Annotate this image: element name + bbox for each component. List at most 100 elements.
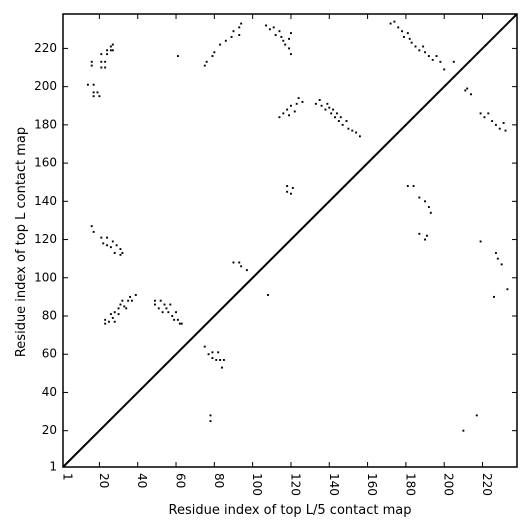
contact-point [111, 240, 114, 243]
y-tick-label: 1 [49, 460, 57, 474]
contact-point [108, 320, 110, 323]
contact-point [230, 35, 233, 38]
y-axis-title: Residue index of top L contact map [14, 127, 29, 357]
contact-point [90, 60, 93, 63]
contact-point [464, 89, 467, 92]
contact-point [330, 112, 333, 115]
contact-point [209, 414, 212, 417]
plot-frame [62, 13, 518, 468]
x-tick-label: 80 [212, 473, 226, 488]
contact-point [117, 307, 120, 310]
y-tick-label: 40 [42, 385, 57, 399]
contact-point [288, 47, 290, 50]
contact-point [113, 311, 116, 314]
contact-point [286, 185, 289, 187]
contact-point [238, 26, 241, 29]
y-tick-label: 60 [42, 347, 57, 361]
contact-point [127, 299, 130, 302]
contact-point [301, 100, 304, 103]
contact-point [211, 357, 214, 359]
contact-point [426, 234, 428, 237]
contact-point [504, 129, 507, 132]
y-tick-label: 200 [34, 79, 57, 93]
contact-point [86, 83, 89, 86]
contact-point [506, 288, 509, 291]
x-axis-title: Residue index of top L/5 contact map [169, 503, 412, 518]
contact-point [339, 116, 342, 119]
contact-point [347, 127, 350, 130]
contact-point [418, 196, 421, 199]
contact-point [418, 232, 421, 235]
contact-point [159, 299, 162, 302]
x-tick-label: 100 [250, 473, 264, 496]
y-tick-label: 180 [34, 117, 57, 131]
y-tick-label: 100 [34, 270, 57, 284]
contact-point [487, 112, 490, 115]
contact-point [410, 41, 413, 44]
contact-point [109, 246, 112, 249]
contact-point [475, 414, 478, 417]
x-tick-label: 180 [403, 473, 417, 496]
contact-point [117, 313, 120, 316]
contact-point [286, 190, 289, 193]
contact-point [297, 97, 300, 100]
contact-point [418, 49, 421, 52]
contact-point [104, 322, 107, 325]
x-axis: 1 20 40 60 80 100 120 140 160 180 200 220 [61, 14, 494, 496]
contact-point [314, 102, 317, 105]
contact-point [278, 116, 281, 119]
contact-point [295, 102, 298, 105]
contact-point [106, 49, 109, 52]
contact-point [341, 123, 344, 126]
contact-point [211, 55, 214, 57]
contact-point [337, 120, 340, 122]
contact-point [335, 112, 338, 115]
contact-point [119, 248, 122, 251]
contact-point [291, 186, 294, 189]
contact-point [429, 211, 432, 214]
contact-point [161, 311, 164, 314]
x-tick-label: 1 [61, 473, 75, 481]
contact-point [324, 108, 327, 111]
contact-point [403, 35, 405, 38]
contact-point [355, 131, 358, 134]
contact-point [290, 192, 292, 195]
contact-point [129, 295, 132, 298]
contact-point [211, 351, 214, 354]
contact-point [215, 359, 218, 361]
contact-point [115, 244, 118, 247]
contact-point [121, 299, 124, 302]
contact-point [232, 261, 235, 264]
contact-point [123, 305, 126, 308]
contact-point [106, 244, 109, 247]
contact-point [104, 60, 107, 63]
contact-point [163, 303, 166, 306]
contact-point [288, 114, 290, 117]
contact-point [288, 37, 290, 40]
contact-point [422, 45, 425, 48]
contact-point [334, 116, 336, 119]
contact-point [153, 299, 156, 302]
contact-point [293, 110, 296, 113]
contact-point [219, 43, 222, 46]
y-tick-label: 160 [34, 156, 57, 170]
contact-point [351, 129, 354, 132]
contact-point [500, 263, 503, 266]
contact-point [397, 26, 400, 29]
contact-point [113, 320, 116, 323]
contact-point [479, 112, 482, 115]
contact-point [290, 104, 292, 107]
contact-point [119, 253, 122, 256]
contact-point [282, 39, 285, 42]
contact-point [121, 251, 124, 254]
contact-point [203, 345, 206, 348]
contact-point [470, 93, 472, 96]
contact-point [98, 95, 101, 98]
contact-point [483, 116, 486, 119]
contact-point [443, 68, 446, 71]
contact-point [320, 104, 323, 107]
contact-point [282, 112, 285, 115]
contact-point [176, 318, 179, 321]
contact-point [92, 91, 95, 94]
contact-point [424, 51, 427, 54]
